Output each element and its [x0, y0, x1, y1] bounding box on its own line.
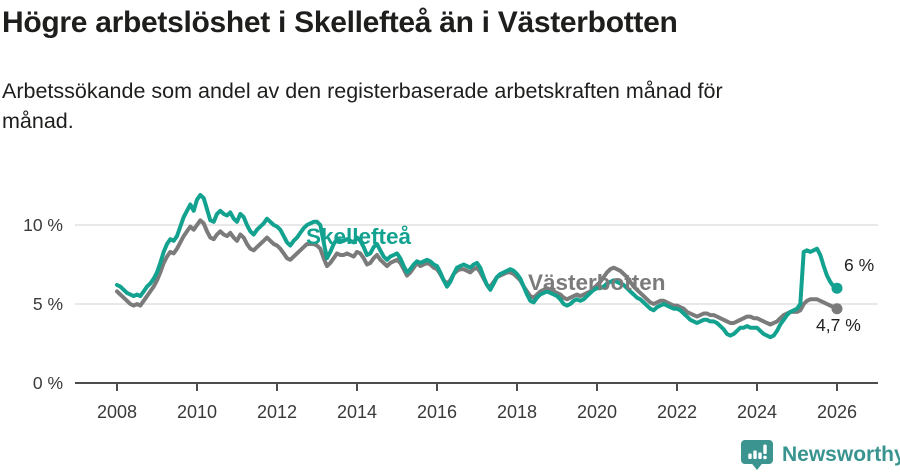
y-axis-tick-label: 5 %	[33, 294, 63, 314]
chart-subtitle-line1: Arbetssökande som andel av den registerb…	[2, 79, 723, 103]
series-end-dot-skellefteå	[831, 282, 843, 294]
y-axis-tick-label: 10 %	[23, 215, 63, 235]
x-axis-tick-label: 2026	[817, 402, 857, 422]
newsworthy-logo-icon	[740, 439, 774, 471]
y-axis-tick-label: 0 %	[33, 373, 63, 393]
newsworthy-branding: Newsworthy	[740, 439, 900, 471]
x-axis-tick-label: 2024	[737, 402, 777, 422]
series-end-dot-västerbotten	[831, 303, 843, 315]
x-axis-tick-label: 2014	[337, 402, 377, 422]
x-axis-tick-label: 2012	[257, 402, 297, 422]
series-label-vasterbotten: Västerbotten	[528, 270, 666, 295]
page-title: Högre arbetslöshet i Skellefteå än i Väs…	[2, 6, 678, 39]
series-label-skelleftea: Skellefteå	[306, 224, 412, 249]
newsworthy-wordmark: Newsworthy	[782, 443, 900, 466]
series-line-skellefteå	[115, 193, 839, 340]
end-value-label-skelleftea: 6 %	[844, 255, 875, 275]
x-axis-tick-label: 2008	[97, 402, 137, 422]
x-axis-tick-label: 2020	[577, 402, 617, 422]
x-axis-tick-label: 2016	[417, 402, 457, 422]
x-axis-tick-label: 2010	[177, 402, 217, 422]
x-axis-tick-label: 2018	[497, 402, 537, 422]
chart-subtitle: Arbetssökande som andel av den registerb…	[2, 76, 723, 136]
series-line-västerbotten	[115, 218, 839, 327]
end-value-label-vasterbotten: 4,7 %	[816, 315, 861, 335]
chart-subtitle-line2: månad.	[2, 109, 74, 133]
x-axis-tick-label: 2022	[657, 402, 697, 422]
